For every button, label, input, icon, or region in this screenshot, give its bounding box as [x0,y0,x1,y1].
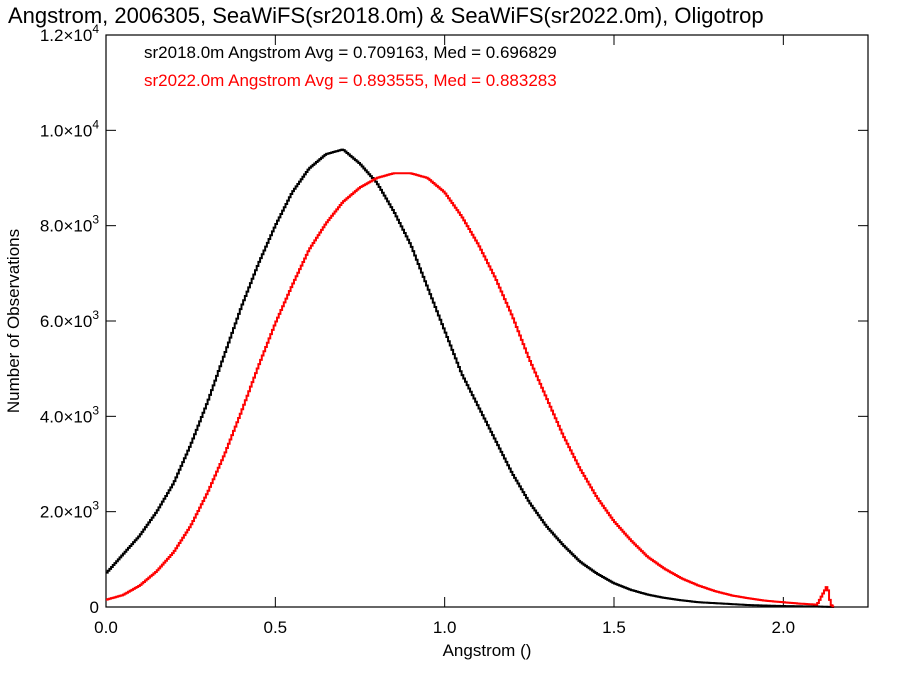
y-tick-label: 8.0×103 [40,213,99,236]
y-tick-label: 4.0×103 [40,403,99,426]
y-tick-label: 1.2×104 [40,22,99,45]
y-axis-label: Number of Observations [4,229,23,413]
plot-series [106,148,835,608]
x-axis-label: Angstrom () [443,641,532,660]
y-tick-label: 0 [90,598,99,617]
annotation-0: sr2018.0m Angstrom Avg = 0.709163, Med =… [144,43,557,62]
y-tick-label: 6.0×103 [40,308,99,331]
annotation-1: sr2022.0m Angstrom Avg = 0.893555, Med =… [144,71,557,90]
axis-ticks: 0.0 0.5 1.0 1.5 2.0 0 2.0×103 4.0×103 6.0×103 8.0… [40,22,868,637]
annotations: sr2018.0m Angstrom Avg = 0.709163, Med =… [144,43,557,90]
x-tick-label: 2.0 [772,618,796,637]
x-tick-label: 0.0 [94,618,118,637]
y-tick-label: 1.0×104 [40,117,99,140]
y-tick-label: 2.0×103 [40,499,99,522]
chart-title: Angstrom, 2006305, SeaWiFS(sr2018.0m) & … [8,3,764,28]
plot-frame [105,34,869,608]
x-tick-label: 0.5 [264,618,288,637]
series-line-1 [106,172,835,608]
x-tick-label: 1.5 [602,618,626,637]
x-tick-label: 1.0 [433,618,457,637]
series-line-0 [106,148,835,608]
